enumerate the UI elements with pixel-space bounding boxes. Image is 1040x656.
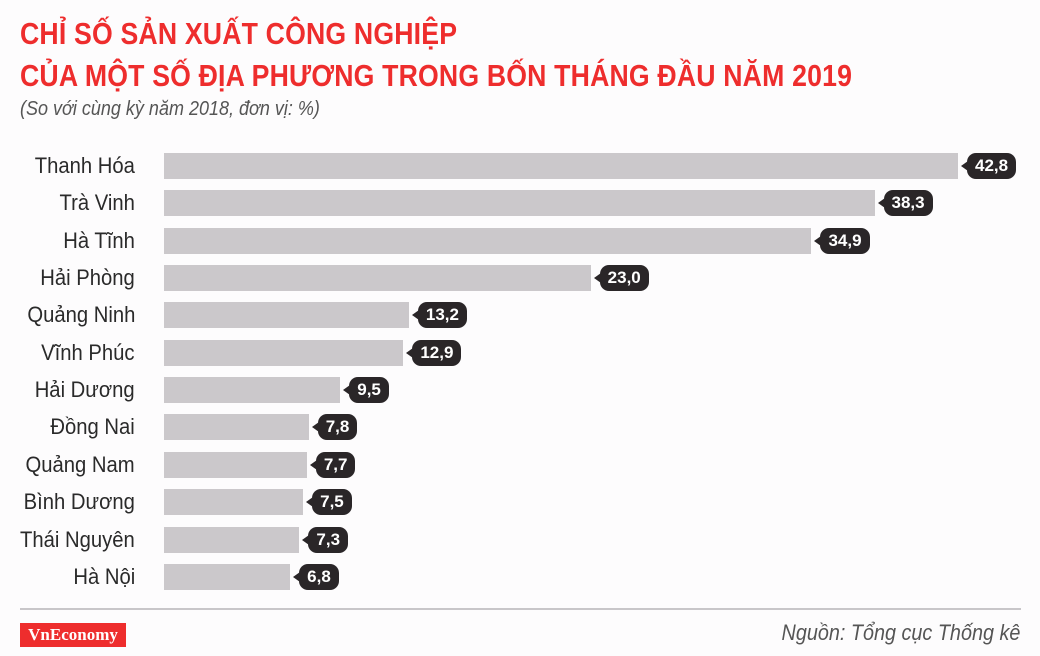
value-label-bubble: 12,9 <box>406 339 462 366</box>
bar-row: Hà Nội 6,8 <box>0 563 1040 590</box>
source-note: Nguồn: Tổng cục Thống kê <box>781 620 1020 645</box>
value-label-bubble: 7,3 <box>302 526 349 553</box>
category-label: Thanh Hóa <box>34 153 135 178</box>
category-label: Hải Dương <box>35 377 135 403</box>
bar <box>164 153 958 179</box>
value-label-bubble: 13,2 <box>411 302 467 329</box>
category-label: Vĩnh Phúc <box>41 339 135 365</box>
value-label-bubble: 7,7 <box>309 451 356 478</box>
chart-title-line-2: CỦA MỘT SỐ ĐỊA PHƯƠNG TRONG BỐN THÁNG ĐẦ… <box>20 58 853 93</box>
bar-row: Quảng Nam 7,7 <box>0 451 1040 478</box>
category-label: Hải Phòng <box>40 265 135 291</box>
bar <box>164 190 875 217</box>
category-label: Quảng Nam <box>25 451 135 477</box>
category-label: Hà Nội <box>73 563 135 589</box>
value-label-bubble: 42,8 <box>960 153 1017 179</box>
bar-row: Quảng Ninh 13,2 <box>0 302 1040 329</box>
category-label: Quảng Ninh <box>26 302 135 328</box>
bar <box>164 414 309 441</box>
footer-divider <box>20 608 1021 610</box>
category-label: Thái Nguyên <box>20 526 135 552</box>
bar-row: Trà Vinh 38,3 <box>0 190 1040 217</box>
brand-logo: VnEconomy <box>20 623 126 647</box>
bar-chart: Thanh Hóa 42,8 Trà Vinh 38,3 Hà Tĩnh 34,9 Hải … <box>0 153 1040 590</box>
category-label: Hà Tĩnh <box>63 227 135 253</box>
value-label-bubble: 38,3 <box>877 190 933 217</box>
value-label-bubble: 6,8 <box>293 563 339 590</box>
value-label-bubble: 23,0 <box>593 265 649 292</box>
chart-title-line-1: CHỈ SỐ SẢN XUẤT CÔNG NGHIỆP <box>20 16 458 51</box>
bar <box>164 489 304 516</box>
bar <box>164 227 812 254</box>
value-label-bubble: 9,5 <box>343 377 389 404</box>
value-label-bubble: 34,9 <box>814 227 870 254</box>
value-label-bubble: 7,8 <box>311 414 358 441</box>
bar-row: Hà Tĩnh 34,9 <box>0 227 1040 254</box>
value-label-bubble: 7,5 <box>306 489 352 516</box>
category-label: Trà Vinh <box>59 190 135 216</box>
bar <box>164 451 307 478</box>
category-label: Đồng Nai <box>50 414 135 440</box>
bar-row: Đồng Nai 7,8 <box>0 414 1040 441</box>
bar <box>164 563 291 590</box>
bar <box>164 339 404 366</box>
bar-row: Hải Dương 9,5 <box>0 377 1040 404</box>
bar-row: Thanh Hóa 42,8 <box>0 153 1040 179</box>
bar-row: Thái Nguyên 7,3 <box>0 526 1040 553</box>
bar <box>164 302 409 329</box>
bar-row: Vĩnh Phúc 12,9 <box>0 339 1040 366</box>
bar <box>164 265 591 292</box>
category-label: Bình Dương <box>23 489 135 515</box>
bar <box>164 377 341 404</box>
bar-row: Hải Phòng 23,0 <box>0 265 1040 292</box>
bar <box>164 526 300 553</box>
chart-subtitle: (So với cùng kỳ năm 2018, đơn vị: %) <box>20 98 320 120</box>
bar-row: Bình Dương 7,5 <box>0 489 1040 516</box>
